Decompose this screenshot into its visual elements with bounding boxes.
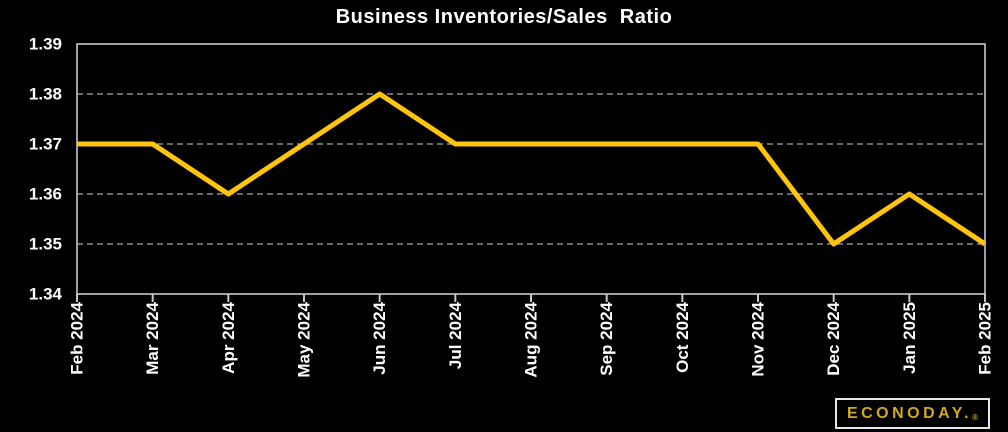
y-axis-tick-label: 1.37 xyxy=(29,135,62,154)
x-axis-tick-label: Nov 2024 xyxy=(749,301,768,376)
x-axis-tick-label: Jul 2024 xyxy=(446,301,465,369)
x-axis-tick-label: Dec 2024 xyxy=(824,301,843,375)
x-axis-tick-label: May 2024 xyxy=(295,301,314,377)
chart-title: Business Inventories/Sales Ratio xyxy=(335,6,673,28)
y-axis-tick-label: 1.38 xyxy=(29,85,62,104)
x-axis-tick-label: Mar 2024 xyxy=(143,301,162,374)
y-axis-tick-label: 1.34 xyxy=(29,285,63,304)
y-axis-tick-label: 1.35 xyxy=(29,235,62,254)
x-axis-tick-label: Aug 2024 xyxy=(522,301,541,377)
series-line xyxy=(77,91,987,247)
x-axis-tick-label: Feb 2025 xyxy=(976,302,995,375)
x-axis-tick-label: Sep 2024 xyxy=(597,301,616,375)
y-axis-tick-label: 1.36 xyxy=(29,185,62,204)
x-axis-tick-label: Jun 2024 xyxy=(370,301,389,374)
plot-border xyxy=(76,43,986,295)
y-axis-tick-label: 1.39 xyxy=(29,35,62,54)
econoday-logo-text: ECONODAY. xyxy=(846,405,973,422)
x-axis-tick-label: Jan 2025 xyxy=(900,302,919,374)
x-axis-tick-label: Oct 2024 xyxy=(673,301,692,372)
x-axis-tick-label: Apr 2024 xyxy=(219,301,238,373)
x-axis-tick-label: Feb 2024 xyxy=(68,301,87,374)
registered-trademark-icon: ® xyxy=(972,413,978,422)
econoday-logo: ECONODAY.® xyxy=(834,398,990,429)
